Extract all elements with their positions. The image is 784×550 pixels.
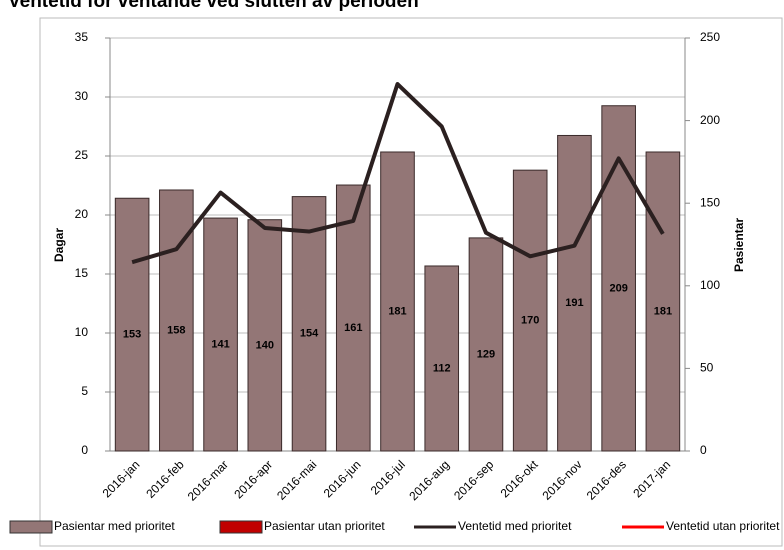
bar [512, 169, 548, 452]
x-tick-label: 2016-nov [539, 457, 584, 502]
data-label: 191 [565, 297, 583, 309]
legend-label: Pasientar med prioritet [54, 519, 175, 533]
y2-tick-label: 0 [700, 443, 707, 457]
y-tick-label: 25 [75, 148, 89, 162]
legend-label: Pasientar utan prioritet [264, 519, 385, 533]
y-tick-label: 20 [75, 207, 89, 221]
bar [203, 217, 238, 452]
x-tick-label: 2016-apr [231, 457, 275, 501]
bar [380, 151, 415, 452]
y2-tick-label: 100 [700, 278, 720, 292]
bar [601, 105, 636, 452]
x-tick-label: 2016-aug [406, 457, 452, 503]
y2-tick-label: 200 [700, 113, 720, 127]
y2-axis-label: Pasientar [732, 218, 746, 272]
bar [557, 134, 592, 452]
y-tick-label: 5 [81, 384, 88, 398]
x-tick-label: 2017-jan [630, 457, 673, 500]
legend-label: Ventetid utan prioritet [666, 519, 780, 533]
line [131, 82, 665, 265]
y-tick-label: 15 [75, 266, 89, 280]
x-tick-label: 2016-des [584, 457, 629, 502]
legend-label: Ventetid med prioritet [458, 519, 572, 533]
y2-tick-label: 250 [700, 30, 720, 44]
x-tick-label: 2016-sep [451, 457, 497, 503]
data-label: 181 [388, 305, 406, 317]
bar [247, 219, 283, 452]
bar [159, 189, 194, 452]
legend-swatch [219, 520, 263, 534]
bar [114, 197, 150, 452]
y2-tick-label: 50 [700, 361, 714, 375]
data-label: 170 [521, 314, 539, 326]
data-label: 161 [344, 322, 362, 334]
data-label: 153 [123, 329, 141, 341]
y-tick-label: 0 [81, 443, 88, 457]
data-label: 154 [300, 328, 319, 340]
bar [291, 196, 327, 452]
y-axis-label: Dagar [52, 228, 66, 262]
x-tick-label: 2016-jun [321, 457, 364, 500]
y-tick-label: 10 [75, 325, 89, 339]
y-tick-label: 35 [75, 30, 89, 44]
x-tick-label: 2016-jan [100, 457, 143, 500]
bar [645, 151, 681, 452]
data-label: 129 [477, 348, 495, 360]
bar [335, 184, 371, 452]
x-tick-label: 2016-okt [498, 457, 541, 500]
bar [424, 265, 460, 452]
x-tick-label: 2016-mai [274, 457, 319, 502]
data-label: 140 [256, 339, 274, 351]
x-tick-label: 2016-feb [143, 457, 187, 501]
chart-frame [39, 17, 783, 547]
data-label: 158 [167, 324, 185, 336]
x-tick-label: 2016-jul [368, 457, 408, 497]
legend-swatch [9, 520, 53, 534]
y2-tick-label: 150 [700, 195, 720, 209]
data-label: 141 [211, 338, 229, 350]
bar [468, 237, 504, 452]
chart-title: Ventetid for ventande ved slutten av per… [8, 0, 419, 12]
data-label: 209 [609, 282, 627, 294]
data-label: 181 [654, 305, 672, 317]
x-tick-label: 2016-mar [185, 457, 231, 503]
y-tick-label: 30 [75, 89, 89, 103]
data-label: 112 [433, 362, 451, 374]
